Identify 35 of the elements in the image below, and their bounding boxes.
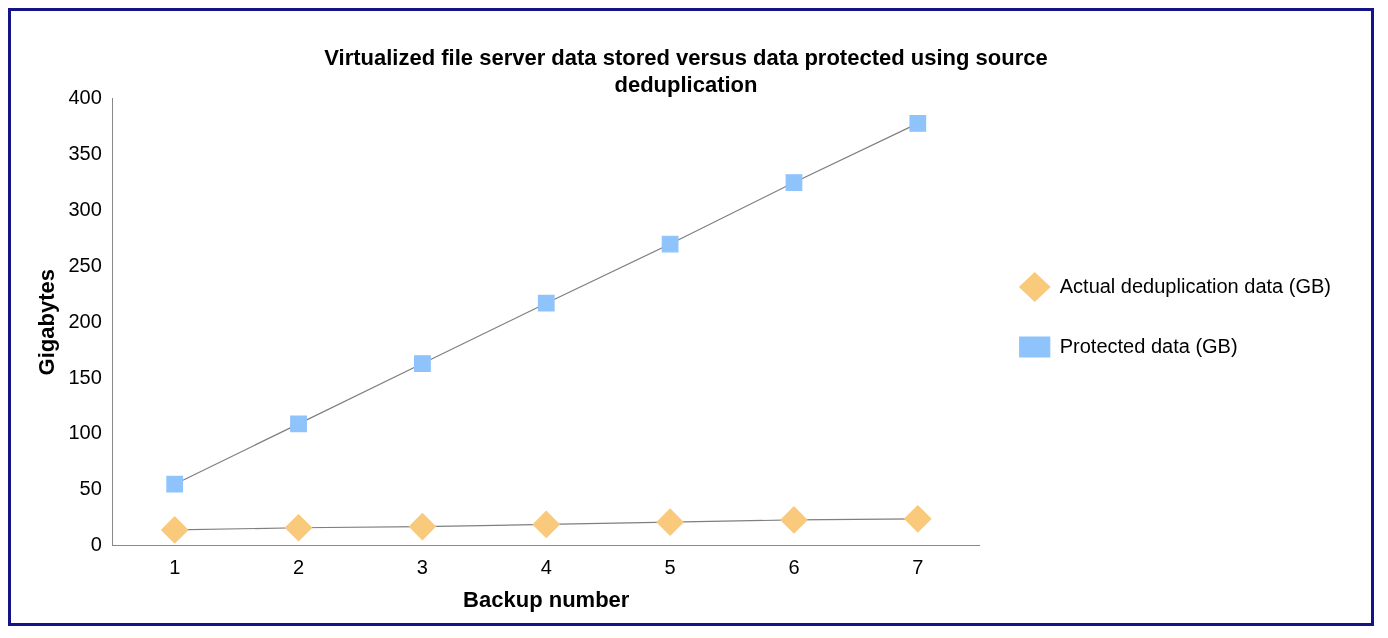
y-tick-label: 350 <box>68 142 102 165</box>
point <box>537 294 555 312</box>
y-axis-title: Gigabytes <box>34 269 60 376</box>
point <box>414 355 431 372</box>
point <box>161 516 189 544</box>
x-tick-label: 5 <box>664 556 676 579</box>
x-axis-title: Backup number <box>463 586 630 612</box>
y-tick-label: 150 <box>68 365 102 388</box>
x-tick-label: 4 <box>540 556 552 579</box>
y-tick-label: 50 <box>79 477 102 500</box>
point <box>532 510 560 538</box>
chart-title: Virtualized file server data stored versus data protected using source deduplication <box>324 45 1048 97</box>
point <box>904 505 932 533</box>
y-tick-label: 100 <box>68 421 102 444</box>
point <box>166 475 184 493</box>
point <box>290 415 307 433</box>
y-tick-label: 300 <box>68 198 102 221</box>
x-tick-label: 6 <box>788 556 800 579</box>
point <box>661 235 679 253</box>
y-tick-label: 0 <box>90 533 102 556</box>
legend-label: Protected data (GB) <box>1059 334 1238 357</box>
legend-label: Actual deduplication data (GB) <box>1059 274 1332 297</box>
point <box>909 115 927 132</box>
x-tick-label: 1 <box>169 556 181 579</box>
point <box>780 506 808 534</box>
x-tick-label: 7 <box>912 556 924 579</box>
y-tick-label: 400 <box>68 86 102 109</box>
x-tick-label: 3 <box>416 556 428 579</box>
point <box>284 514 313 542</box>
point <box>656 508 684 536</box>
x-tick-label: 2 <box>292 556 305 579</box>
point <box>408 513 436 541</box>
point <box>785 174 803 191</box>
y-tick-label: 200 <box>68 309 102 332</box>
y-tick-label: 250 <box>68 253 102 276</box>
